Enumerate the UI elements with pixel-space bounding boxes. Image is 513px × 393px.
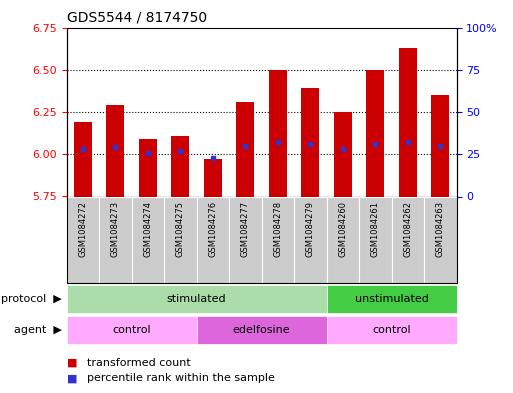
Text: GSM1084278: GSM1084278 (273, 201, 282, 257)
Bar (204, 159, 222, 196)
Bar (107, 105, 124, 196)
Text: control: control (372, 325, 411, 335)
Bar (67, 285, 327, 313)
Bar (359, 196, 391, 283)
Bar (139, 139, 157, 196)
Text: edelfosine: edelfosine (233, 325, 290, 335)
Bar (366, 70, 384, 196)
Text: percentile rank within the sample: percentile rank within the sample (87, 373, 275, 383)
Bar (132, 196, 164, 283)
Bar (327, 196, 359, 283)
Bar (74, 122, 92, 196)
Text: GSM1084276: GSM1084276 (208, 201, 218, 257)
Text: control: control (112, 325, 151, 335)
Bar (302, 88, 319, 196)
Text: GSM1084279: GSM1084279 (306, 201, 315, 257)
Text: GSM1084274: GSM1084274 (144, 201, 152, 257)
Text: transformed count: transformed count (87, 358, 191, 367)
Text: GSM1084260: GSM1084260 (339, 201, 347, 257)
Text: ■: ■ (67, 373, 77, 383)
Bar (431, 95, 449, 196)
Bar (334, 112, 352, 196)
Bar (196, 316, 327, 344)
Bar (67, 316, 196, 344)
Bar (262, 196, 294, 283)
Text: GDS5544 / 8174750: GDS5544 / 8174750 (67, 11, 207, 25)
Bar (391, 196, 424, 283)
Bar (164, 196, 196, 283)
Text: GSM1084277: GSM1084277 (241, 201, 250, 257)
Bar (99, 196, 132, 283)
Bar (327, 285, 457, 313)
Text: GSM1084261: GSM1084261 (371, 201, 380, 257)
Text: unstimulated: unstimulated (354, 294, 428, 304)
Bar (399, 48, 417, 196)
Text: agent  ▶: agent ▶ (14, 325, 62, 335)
Text: GSM1084273: GSM1084273 (111, 201, 120, 257)
Bar (424, 196, 457, 283)
Text: GSM1084262: GSM1084262 (403, 201, 412, 257)
Text: GSM1084272: GSM1084272 (78, 201, 87, 257)
Bar (269, 70, 287, 196)
Bar (236, 102, 254, 196)
Text: stimulated: stimulated (167, 294, 226, 304)
Text: protocol  ▶: protocol ▶ (1, 294, 62, 304)
Bar (229, 196, 262, 283)
Text: GSM1084275: GSM1084275 (176, 201, 185, 257)
Bar (196, 196, 229, 283)
Bar (67, 196, 99, 283)
Bar (171, 136, 189, 196)
Bar (327, 316, 457, 344)
Text: ■: ■ (67, 358, 77, 367)
Text: GSM1084263: GSM1084263 (436, 201, 445, 257)
Bar (294, 196, 327, 283)
